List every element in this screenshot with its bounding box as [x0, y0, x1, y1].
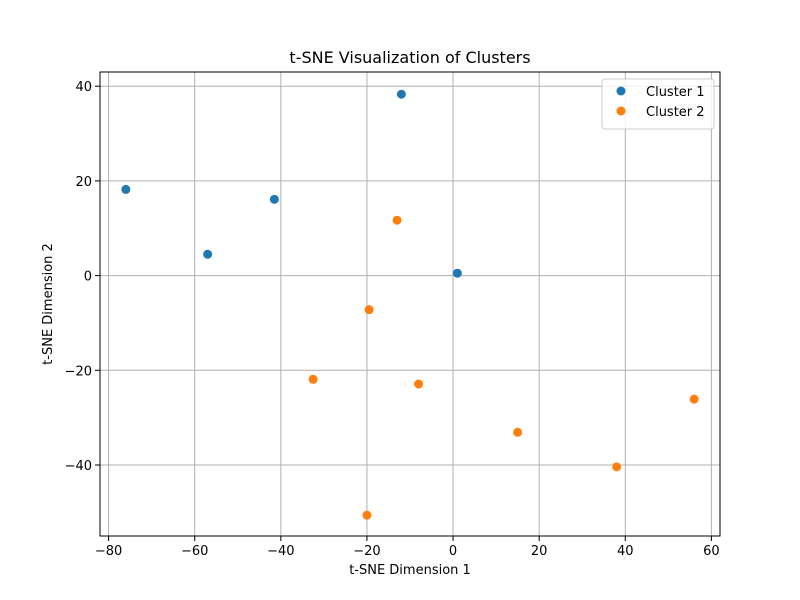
- data-point: [121, 184, 131, 194]
- legend-label: Cluster 2: [646, 105, 705, 120]
- y-tick-label: 0: [84, 270, 92, 285]
- y-axis-label: t-SNE Dimension 2: [41, 243, 56, 365]
- x-tick-label: 40: [617, 544, 634, 559]
- legend-box: [601, 78, 715, 130]
- legend-label: Cluster 1: [646, 85, 705, 100]
- data-point: [612, 462, 622, 472]
- x-tick-label: −20: [353, 544, 380, 559]
- data-point: [203, 249, 213, 259]
- y-tick-label: −40: [65, 459, 92, 474]
- data-point: [396, 89, 406, 99]
- data-point: [362, 510, 372, 520]
- legend-marker: [616, 106, 626, 116]
- data-point: [269, 194, 279, 204]
- data-point: [513, 427, 523, 437]
- x-axis-label: t-SNE Dimension 1: [349, 563, 471, 578]
- data-point: [689, 394, 699, 404]
- data-point: [414, 379, 424, 389]
- data-point: [308, 374, 318, 384]
- series-1: [121, 89, 462, 278]
- data-point: [392, 215, 402, 225]
- x-tick-label: −40: [267, 544, 294, 559]
- axis-ticks: −80 −60 −40 −20 0 20 40 60 −40 −20 0 20 40: [65, 80, 720, 559]
- x-tick-label: −80: [95, 544, 122, 559]
- y-tick-label: 40: [75, 80, 92, 95]
- legend-marker: [616, 86, 626, 96]
- x-tick-label: 0: [449, 544, 457, 559]
- data-points: [121, 89, 699, 520]
- x-tick-label: −60: [181, 544, 208, 559]
- data-point: [364, 305, 374, 315]
- data-point: [452, 268, 462, 278]
- x-tick-label: 20: [531, 544, 548, 559]
- chart-title: t-SNE Visualization of Clusters: [289, 48, 530, 67]
- y-tick-label: 20: [75, 175, 92, 190]
- plot-frame: [99, 71, 721, 537]
- legend: Cluster 1 Cluster 2: [601, 78, 715, 130]
- series-2: [308, 215, 699, 520]
- x-tick-label: 60: [703, 544, 720, 559]
- grid-lines: [100, 72, 720, 536]
- y-tick-label: −20: [65, 364, 92, 379]
